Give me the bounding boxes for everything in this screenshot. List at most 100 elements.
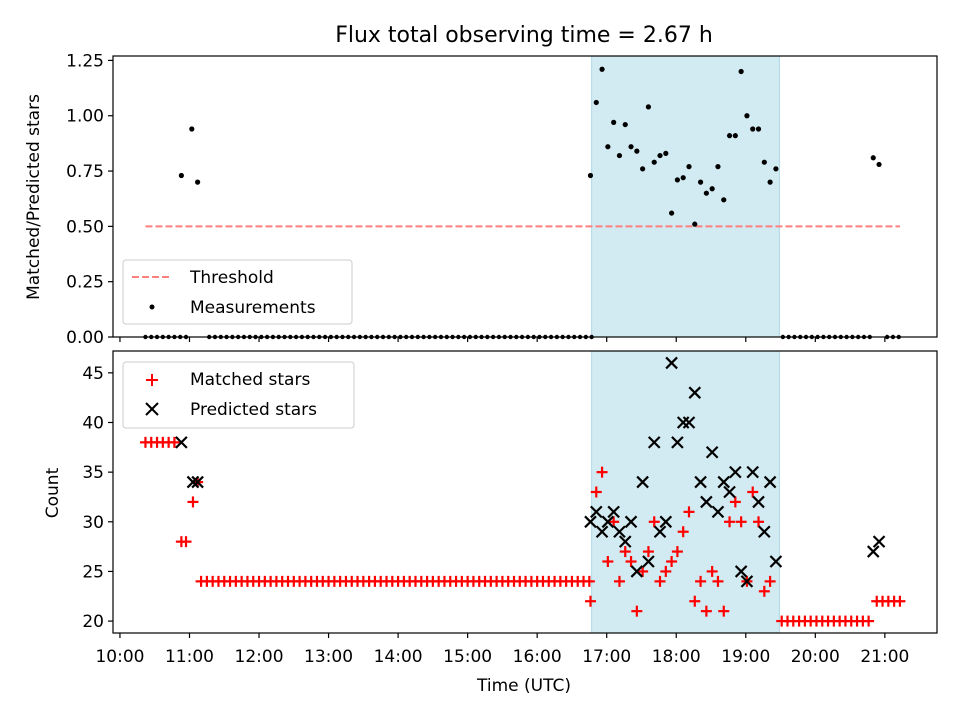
matched-stars-point bbox=[753, 516, 765, 528]
predicted-stars-point bbox=[624, 515, 638, 529]
measurement-point bbox=[876, 161, 882, 168]
matched-stars-point bbox=[654, 575, 666, 587]
measurement-point bbox=[715, 164, 721, 170]
predicted-stars-point bbox=[589, 505, 603, 519]
matched-stars-point bbox=[596, 466, 608, 478]
legend-label-predicted: Predicted stars bbox=[190, 400, 317, 420]
matched-stars-point bbox=[718, 605, 730, 617]
measurement-point bbox=[703, 190, 709, 196]
chart-title: Flux total observing time = 2.67 h bbox=[335, 23, 713, 48]
predicted-stars-point bbox=[740, 575, 754, 588]
predicted-stars-point bbox=[584, 515, 597, 529]
measurement-point bbox=[870, 155, 876, 161]
top-shaded-interval bbox=[591, 55, 780, 338]
matched-stars-point bbox=[180, 536, 192, 548]
x-tick-label: 11:00 bbox=[165, 647, 214, 667]
measurement-point bbox=[761, 159, 767, 165]
predicted-stars-point bbox=[688, 386, 702, 399]
measurement-point bbox=[178, 172, 184, 179]
measurement-point bbox=[732, 133, 738, 139]
matched-stars-point bbox=[648, 516, 660, 528]
measurement-point bbox=[767, 179, 773, 185]
measurement-point bbox=[611, 119, 617, 125]
measurement-point bbox=[721, 197, 727, 203]
matched-stars-point bbox=[735, 516, 747, 528]
measurement-point bbox=[599, 66, 605, 72]
matched-stars-point bbox=[637, 565, 649, 577]
predicted-stars-point bbox=[175, 436, 188, 449]
measurement-point bbox=[189, 126, 195, 132]
matched-stars-point bbox=[863, 615, 875, 627]
predicted-stars-point bbox=[659, 515, 673, 529]
matched-stars-point bbox=[642, 546, 654, 558]
measurement-point bbox=[738, 68, 744, 75]
measurement-point bbox=[593, 99, 599, 106]
measurement-point bbox=[622, 121, 628, 128]
measurement-point bbox=[587, 172, 594, 179]
matched-stars-point bbox=[613, 575, 625, 587]
bottom-y-axis-label: Count bbox=[43, 467, 63, 518]
measurement-point bbox=[645, 104, 652, 110]
x-tick-label: 18:00 bbox=[652, 647, 701, 667]
x-tick-label: 13:00 bbox=[304, 647, 353, 667]
legend-label-measurements: Measurements bbox=[190, 298, 316, 318]
predicted-stars-point bbox=[630, 565, 644, 578]
matched-stars-point bbox=[625, 556, 637, 568]
measurement-point bbox=[773, 166, 779, 172]
predicted-stars-point bbox=[671, 436, 684, 449]
matched-stars-point bbox=[671, 546, 683, 558]
matched-stars-point bbox=[724, 516, 736, 528]
x-tick-label: 12:00 bbox=[235, 647, 284, 667]
predicted-stars-point bbox=[723, 485, 736, 499]
top-legend-frame bbox=[122, 259, 353, 325]
top-y-tick-label: 1.25 bbox=[66, 51, 104, 71]
predicted-stars-point bbox=[700, 495, 713, 509]
matched-stars-point bbox=[583, 575, 595, 587]
predicted-stars-point bbox=[607, 505, 620, 519]
x-tick-label: 14:00 bbox=[374, 647, 423, 667]
bottom-y-tick-label: 40 bbox=[82, 413, 104, 433]
predicted-stars-point bbox=[752, 495, 765, 509]
measurement-point bbox=[674, 177, 680, 183]
matched-stars-point bbox=[608, 516, 620, 528]
measurement-point bbox=[663, 150, 669, 156]
predicted-stars-point bbox=[642, 555, 655, 568]
measurement-point bbox=[634, 148, 640, 154]
predicted-stars-point bbox=[729, 465, 742, 479]
matched-stars-point bbox=[619, 546, 631, 558]
measurement-point bbox=[755, 126, 762, 132]
matched-stars-point bbox=[677, 526, 689, 538]
top-panel: 0.00 0.25 0.50 0.75 1.00 1.25 bbox=[66, 51, 938, 348]
matched-stars-point bbox=[187, 496, 199, 508]
bottom-y-tick-label: 30 bbox=[82, 513, 104, 533]
predicted-stars-point bbox=[595, 525, 609, 538]
measurement-point bbox=[680, 175, 686, 181]
matched-stars-point bbox=[712, 575, 724, 587]
measurement-point bbox=[686, 164, 692, 170]
x-axis-label: Time (UTC) bbox=[476, 676, 571, 696]
measurement-point bbox=[697, 179, 704, 185]
bottom-y-tick-label: 45 bbox=[82, 364, 104, 384]
predicted-stars-point bbox=[705, 446, 719, 459]
x-tick-label: 20:00 bbox=[791, 647, 840, 667]
predicted-stars-point bbox=[618, 535, 632, 548]
measurement-point bbox=[628, 144, 634, 150]
matched-stars-point bbox=[700, 605, 712, 617]
predicted-stars-point bbox=[647, 436, 661, 449]
measurement-point bbox=[750, 126, 756, 132]
matched-stars-point bbox=[695, 575, 707, 587]
x-tick-label: 19:00 bbox=[721, 647, 770, 667]
measurement-point bbox=[692, 221, 698, 227]
matched-legend-marker bbox=[146, 374, 158, 386]
matched-stars-point bbox=[631, 605, 643, 617]
matched-stars-point bbox=[683, 506, 695, 518]
matched-stars-point bbox=[602, 556, 614, 568]
bottom-legend-frame bbox=[122, 361, 355, 429]
bottom-y-tick-label: 25 bbox=[82, 562, 104, 582]
matched-stars-point bbox=[894, 595, 906, 607]
top-y-tick-label: 0.00 bbox=[66, 328, 104, 348]
matched-stars-point bbox=[660, 565, 672, 577]
bottom-legend: Matched stars Predicted stars bbox=[122, 361, 355, 429]
